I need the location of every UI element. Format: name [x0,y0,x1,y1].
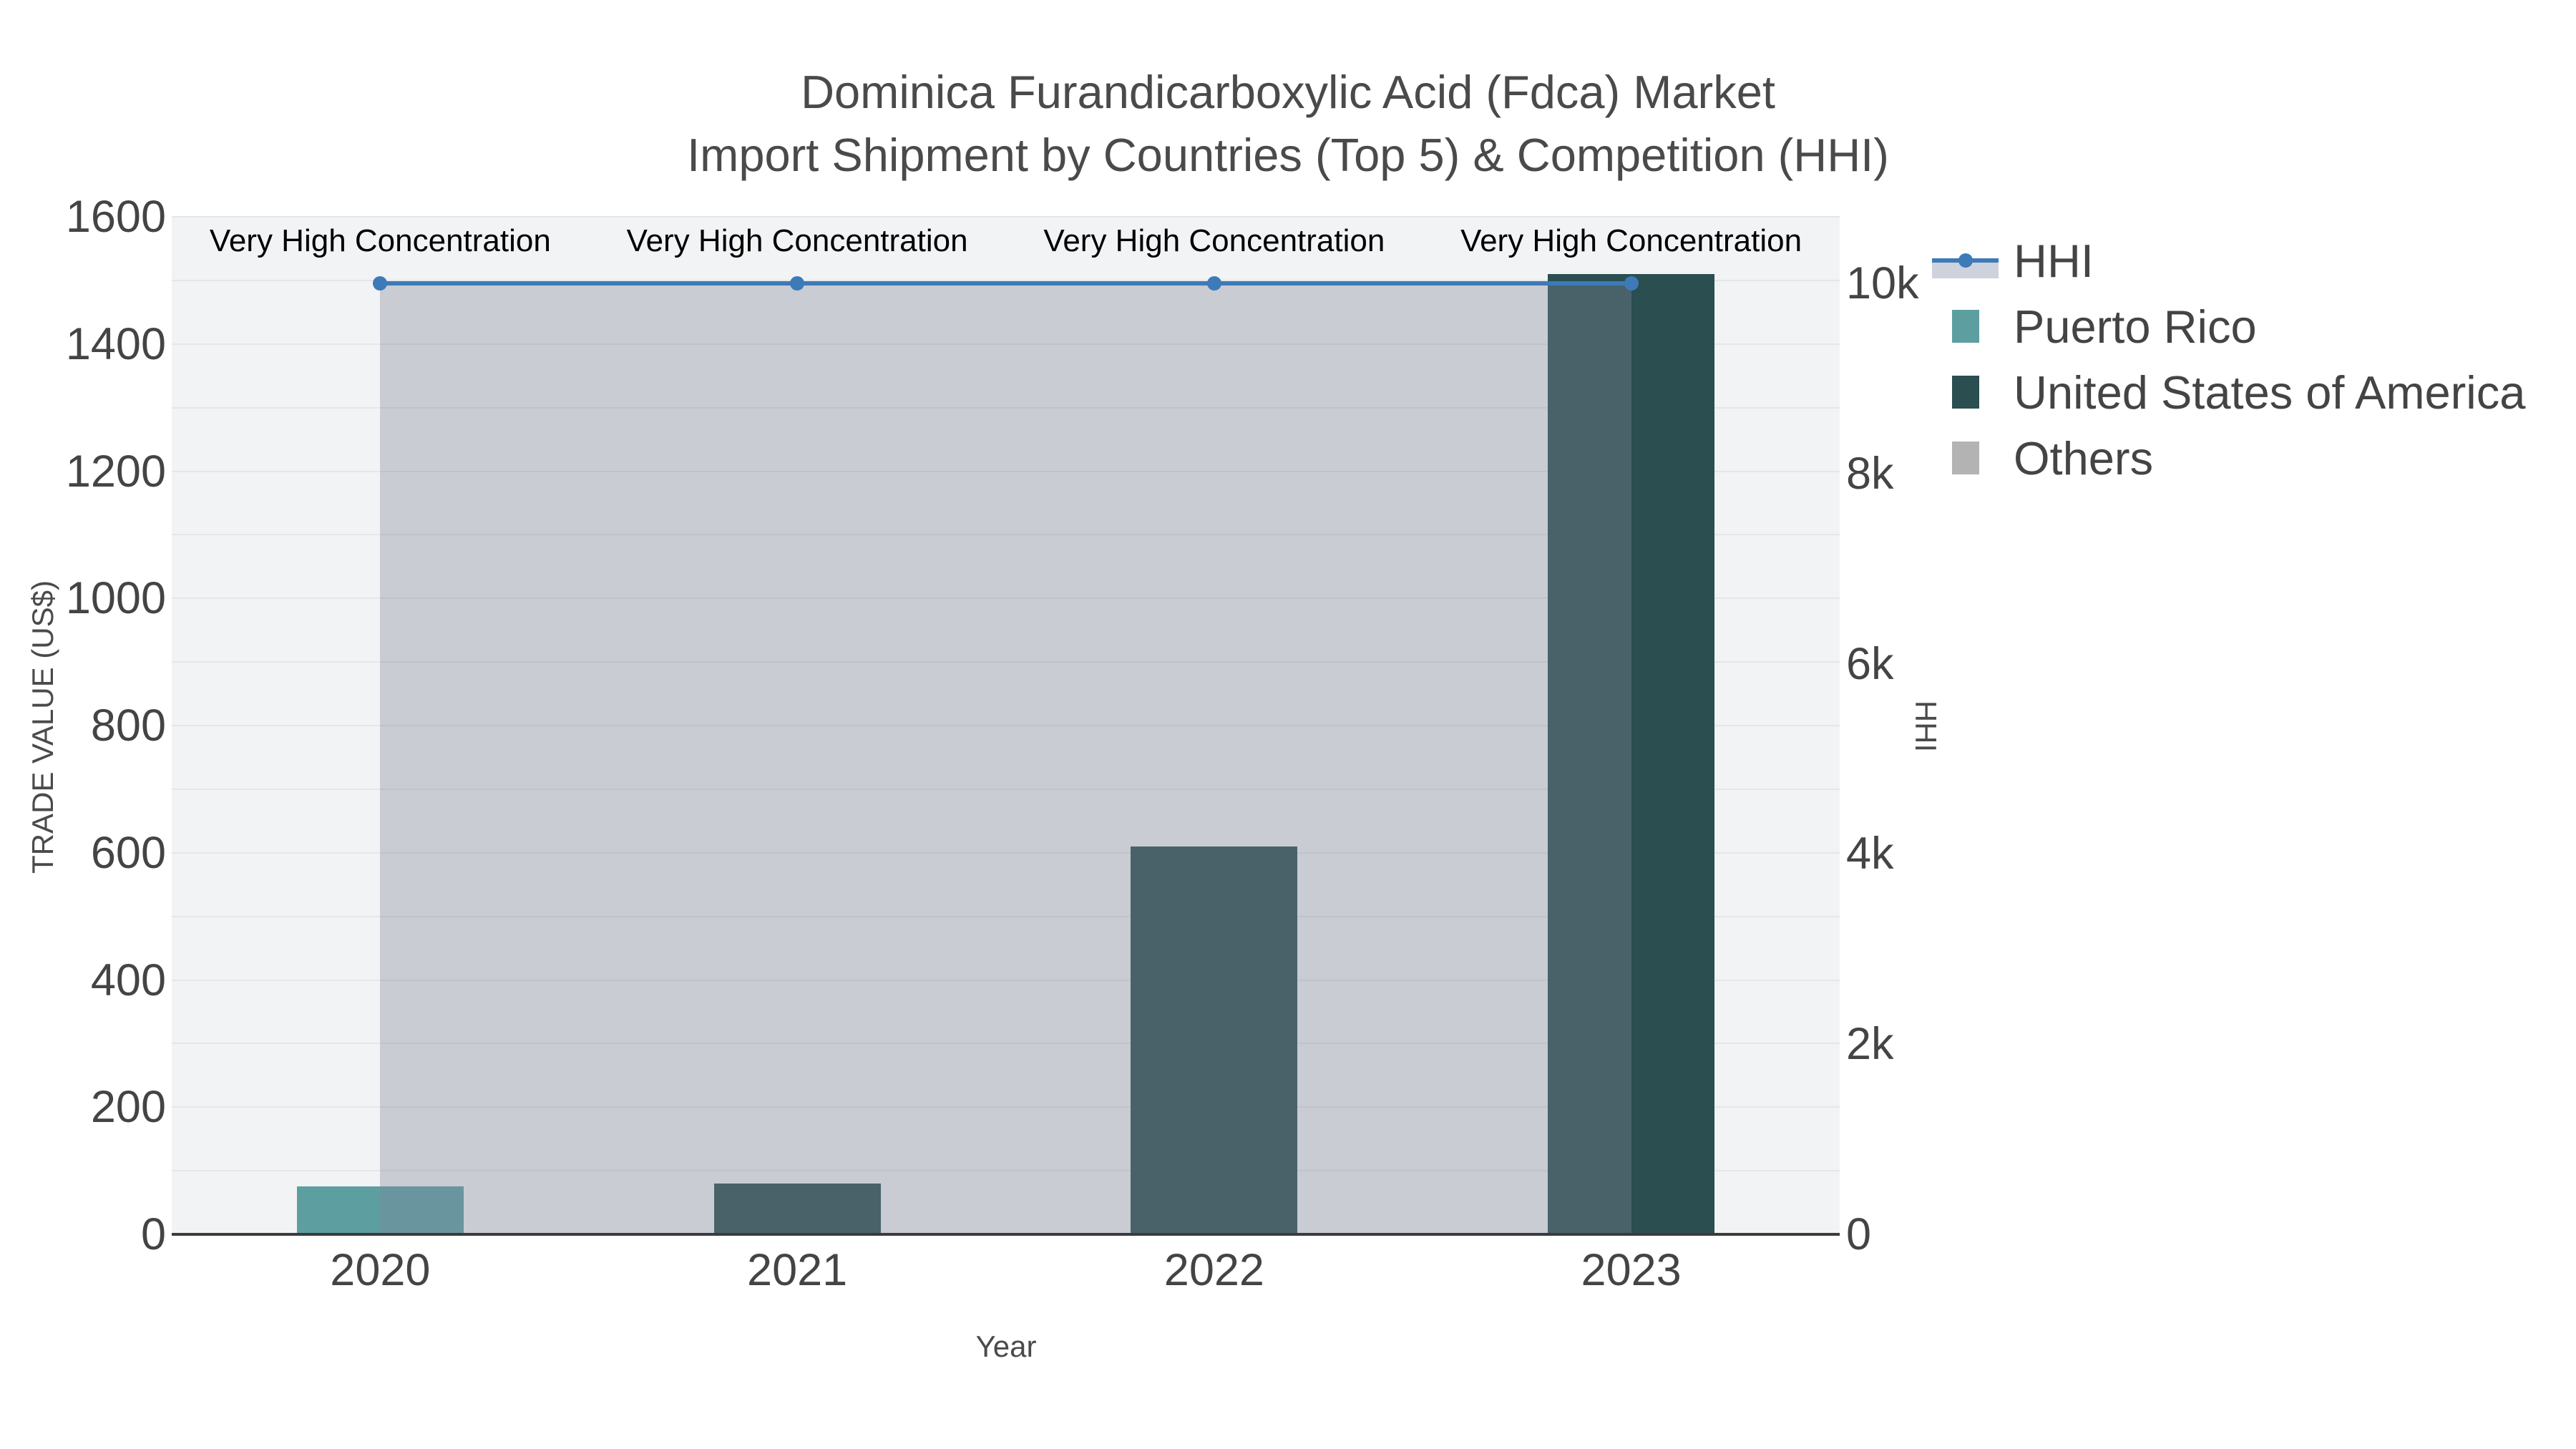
annotation-2022: Very High Concentration [1043,223,1385,258]
y-axis-tick-right: 10k [1846,258,1919,309]
y-axis-tick-left: 1400 [65,318,166,369]
gridline [172,788,1840,790]
y-axis-tick-left: 0 [140,1209,166,1259]
gridline [172,979,1840,981]
gridline [172,852,1840,854]
y-axis-tick-left: 400 [90,955,166,1005]
x-axis-tick: 2020 [330,1245,431,1295]
legend-item-hhi[interactable]: HHI [1932,228,2525,293]
gridline [172,343,1840,345]
x-axis-tick: 2021 [747,1245,848,1295]
y-axis-tick-right: 8k [1846,448,1894,499]
legend-swatch [1952,441,1979,474]
annotation-2020: Very High Concentration [209,223,551,258]
gridline [172,725,1840,726]
legend-item-puerto-rico[interactable]: Puerto Rico [1932,293,2525,359]
y-axis-tick-left: 800 [90,701,166,751]
gridline [172,279,1840,281]
gridline [172,534,1840,536]
gridline [172,1170,1840,1172]
y-axis-tick-right: 0 [1846,1209,1872,1259]
y-axis-tick-left: 600 [90,827,166,878]
hhi-marker-2023 [1624,276,1639,291]
plot-area[interactable]: Very High Concentration Very High Concent… [172,216,1840,1234]
y-axis-tick-right: 6k [1846,638,1894,689]
legend-line-band [1932,263,1999,278]
legend-line-glyph-icon [1932,228,2004,293]
y-axis-tick-left: 1000 [65,573,166,624]
hhi-area-fill [380,283,1631,1234]
x-axis-tick: 2022 [1163,1245,1264,1295]
y-axis-tick-left: 1200 [65,446,166,497]
gridline [172,470,1840,472]
gridline [172,1043,1840,1045]
legend-swatch [1952,310,1979,343]
hhi-marker-2022 [1206,276,1221,291]
chart-title: Dominica Furandicarboxylic Acid (Fdca) M… [0,61,2576,187]
legend-label: Puerto Rico [2014,300,2257,353]
annotation-2023: Very High Concentration [1460,223,1802,258]
gridline [172,406,1840,409]
y-axis-tick-right: 4k [1846,829,1894,879]
annotation-2021: Very High Concentration [626,223,968,258]
legend-swatch-icon [1932,359,2004,425]
y-axis-tick-left: 1600 [65,192,166,242]
legend-label: United States of America [2014,366,2526,419]
gridline [172,216,1840,218]
legend-swatch-icon [1932,293,2004,359]
x-axis-line [172,1233,1840,1236]
bar-united-states-of-america-2023 [1548,273,1715,1234]
bar-united-states-of-america-2021 [713,1183,881,1234]
gridline [172,597,1840,600]
legend-line-marker [1958,253,1973,268]
hhi-line [380,281,1631,286]
bar-united-states-of-america-2022 [1131,846,1298,1234]
y-axis-tick-right: 2k [1846,1019,1894,1070]
legend-swatch-icon [1932,425,2004,491]
legend-label: HHI [2014,234,2094,287]
legend-item-others[interactable]: Others [1932,425,2525,491]
legend-swatch [1952,376,1979,409]
gridline [172,661,1840,663]
gridline [172,1106,1840,1108]
legend-label: Others [2014,431,2154,484]
chart-title-line1: Dominica Furandicarboxylic Acid (Fdca) M… [801,66,1775,118]
hhi-marker-2020 [373,276,388,291]
x-axis-tick: 2023 [1581,1245,1682,1295]
bar-puerto-rico-2020 [296,1186,464,1234]
legend-item-united-states-of-america[interactable]: United States of America [1932,359,2525,425]
x-axis-title: Year [975,1330,1037,1363]
hhi-marker-2021 [790,276,805,291]
gridline [172,915,1840,917]
chart-title-line2: Import Shipment by Countries (Top 5) & C… [687,129,1889,181]
y-axis-tick-left: 200 [90,1082,166,1133]
legend: HHI Puerto Rico United States of America Ot… [1932,228,2525,491]
